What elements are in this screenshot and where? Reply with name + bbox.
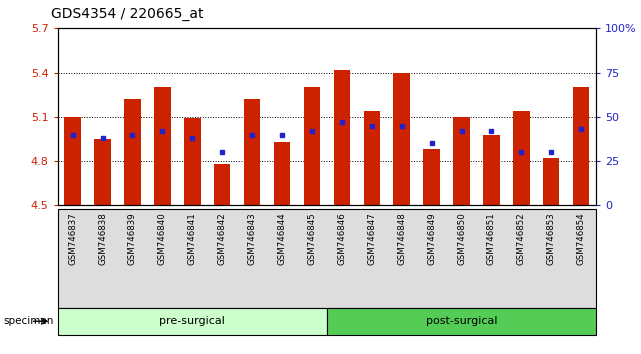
Text: pre-surgical: pre-surgical xyxy=(160,316,225,326)
Bar xyxy=(513,111,529,205)
Bar xyxy=(94,139,111,205)
Bar xyxy=(483,135,500,205)
Bar xyxy=(214,164,231,205)
Bar xyxy=(573,87,590,205)
Text: GSM746838: GSM746838 xyxy=(98,212,107,265)
Bar xyxy=(304,87,320,205)
Bar xyxy=(124,99,141,205)
Bar xyxy=(423,149,440,205)
Text: GSM746849: GSM746849 xyxy=(427,212,436,265)
Text: specimen: specimen xyxy=(3,316,54,326)
Bar xyxy=(274,142,290,205)
Text: GSM746845: GSM746845 xyxy=(308,212,317,265)
Bar xyxy=(394,73,410,205)
Bar xyxy=(453,117,470,205)
Text: GSM746854: GSM746854 xyxy=(577,212,586,265)
Text: GSM746841: GSM746841 xyxy=(188,212,197,265)
Bar xyxy=(363,111,380,205)
Text: GSM746852: GSM746852 xyxy=(517,212,526,265)
Text: GSM746842: GSM746842 xyxy=(218,212,227,265)
Text: GSM746851: GSM746851 xyxy=(487,212,496,265)
Text: GSM746846: GSM746846 xyxy=(337,212,346,265)
Bar xyxy=(333,70,350,205)
Text: GSM746847: GSM746847 xyxy=(367,212,376,265)
Text: GSM746850: GSM746850 xyxy=(457,212,466,265)
Text: GSM746840: GSM746840 xyxy=(158,212,167,265)
Bar xyxy=(64,117,81,205)
Text: ■: ■ xyxy=(64,353,76,354)
Text: GSM746837: GSM746837 xyxy=(68,212,77,265)
Bar xyxy=(154,87,171,205)
Bar xyxy=(543,158,560,205)
Text: GSM746839: GSM746839 xyxy=(128,212,137,265)
Text: GSM746848: GSM746848 xyxy=(397,212,406,265)
Text: GSM746843: GSM746843 xyxy=(247,212,256,265)
Bar xyxy=(184,118,201,205)
Bar xyxy=(244,99,260,205)
Text: post-surgical: post-surgical xyxy=(426,316,497,326)
Text: GSM746853: GSM746853 xyxy=(547,212,556,265)
Text: GSM746844: GSM746844 xyxy=(278,212,287,265)
Text: GDS4354 / 220665_at: GDS4354 / 220665_at xyxy=(51,7,204,21)
